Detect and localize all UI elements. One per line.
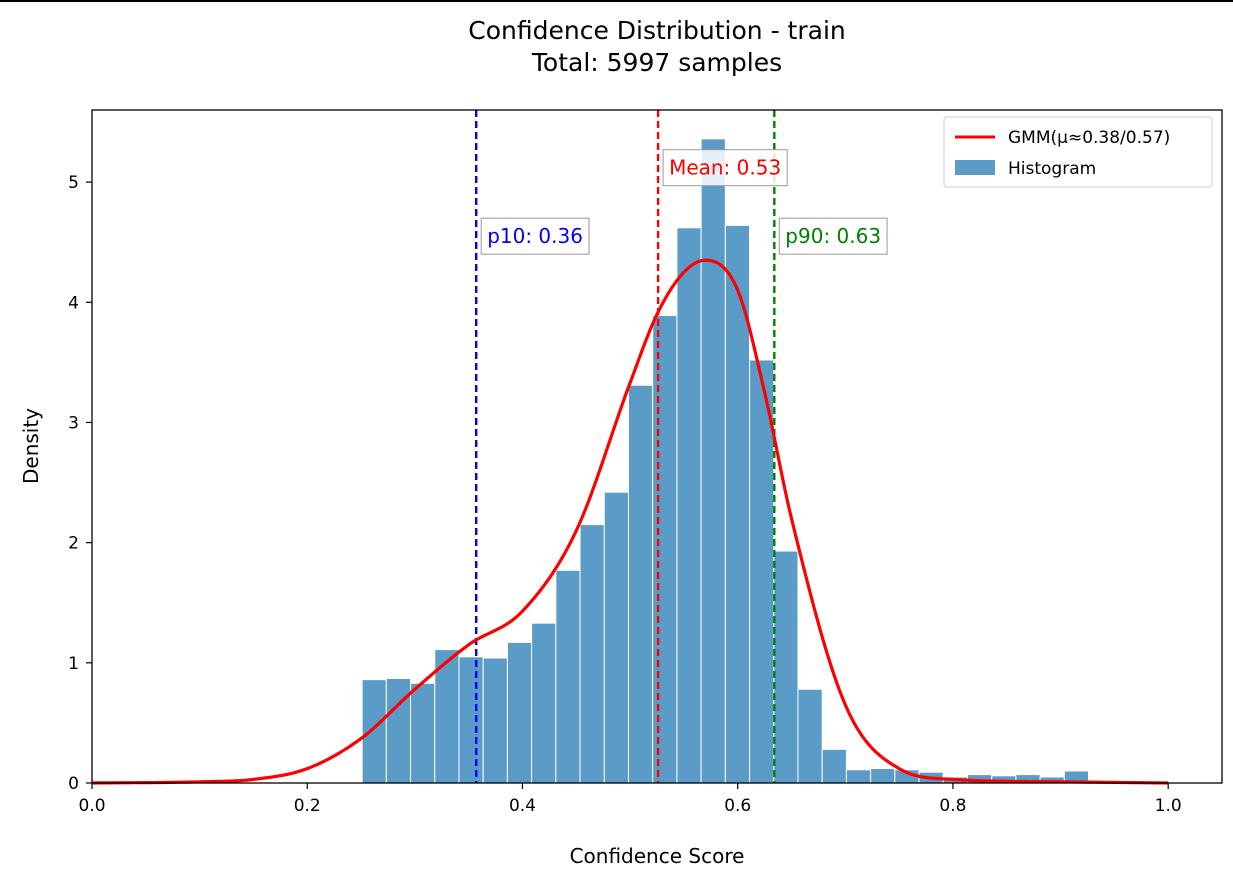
- legend-histogram-swatch: [955, 160, 995, 175]
- y-tick-label: 2: [68, 534, 79, 554]
- gmm-curve-group: [91, 258, 1169, 785]
- x-tick-label: 0.4: [509, 796, 536, 816]
- legend-histogram-label: Histogram: [1008, 159, 1096, 179]
- histogram-bar: [458, 656, 484, 784]
- histogram-bar: [652, 315, 678, 784]
- reference-annotation: Mean: 0.53: [662, 149, 788, 187]
- histogram-bar: [506, 641, 533, 784]
- y-tick-label: 5: [68, 173, 79, 193]
- histogram-bar: [627, 384, 654, 784]
- histogram-bar: [845, 769, 872, 784]
- reference-annotations: Mean: 0.53 p10: 0.36 p90: 0.63: [480, 149, 888, 255]
- histogram-bar: [700, 138, 726, 784]
- x-axis-ticks: 0.0 0.2 0.4 0.6 0.8 1.0: [78, 783, 1182, 816]
- x-tick-label: 1.0: [1155, 796, 1182, 816]
- y-tick-label: 3: [68, 413, 79, 433]
- annotation-label: p90: 0.63: [785, 224, 881, 248]
- histogram-bar: [410, 682, 436, 784]
- histogram-bar: [579, 524, 605, 784]
- top-border-line: [0, 0, 1233, 2]
- chart-title: Confidence Distribution - train: [468, 16, 845, 45]
- y-tick-label: 1: [68, 654, 79, 674]
- legend-gmm-label: GMM(μ≈0.38/0.57): [1008, 128, 1170, 148]
- histogram-bar: [821, 748, 847, 784]
- histogram-bars: [361, 138, 1090, 784]
- histogram-bar: [531, 622, 557, 784]
- histogram-bar: [603, 491, 629, 784]
- reference-annotation: p10: 0.36: [480, 217, 590, 255]
- y-tick-label: 4: [68, 293, 79, 313]
- histogram-bar: [555, 569, 581, 784]
- legend: GMM(μ≈0.38/0.57) Histogram: [943, 116, 1213, 188]
- histogram-bar: [724, 224, 751, 784]
- annotation-box: [480, 217, 590, 255]
- annotation-label: Mean: 0.53: [669, 156, 781, 180]
- histogram-bar: [385, 677, 412, 784]
- annotation-box: [778, 217, 888, 255]
- x-tick-label: 0.0: [78, 796, 105, 816]
- x-tick-label: 0.6: [724, 796, 751, 816]
- y-axis-ticks: 0 1 2 3 4 5: [68, 173, 92, 794]
- histogram-bar: [361, 679, 387, 784]
- annotation-label: p10: 0.36: [487, 224, 583, 248]
- histogram-bar: [870, 768, 896, 784]
- histogram-bar: [797, 688, 823, 784]
- x-tick-label: 0.8: [939, 796, 966, 816]
- y-axis-label: Density: [19, 408, 43, 484]
- plot-frame: [91, 109, 1223, 784]
- reference-annotation: p90: 0.63: [778, 217, 888, 255]
- histogram-bar: [482, 657, 508, 784]
- gmm-curve: [91, 258, 1169, 785]
- histogram-bar: [773, 550, 799, 784]
- chart-subtitle: Total: 5997 samples: [531, 48, 782, 77]
- histogram-bar: [434, 649, 460, 784]
- y-tick-label: 0: [68, 774, 79, 794]
- x-tick-label: 0.2: [294, 796, 321, 816]
- histogram-bar: [749, 359, 775, 784]
- x-axis-label: Confidence Score: [570, 844, 745, 868]
- histogram-bar: [676, 227, 702, 784]
- annotation-box: [662, 149, 788, 187]
- legend-box: [943, 116, 1213, 188]
- reference-lines: [475, 110, 776, 783]
